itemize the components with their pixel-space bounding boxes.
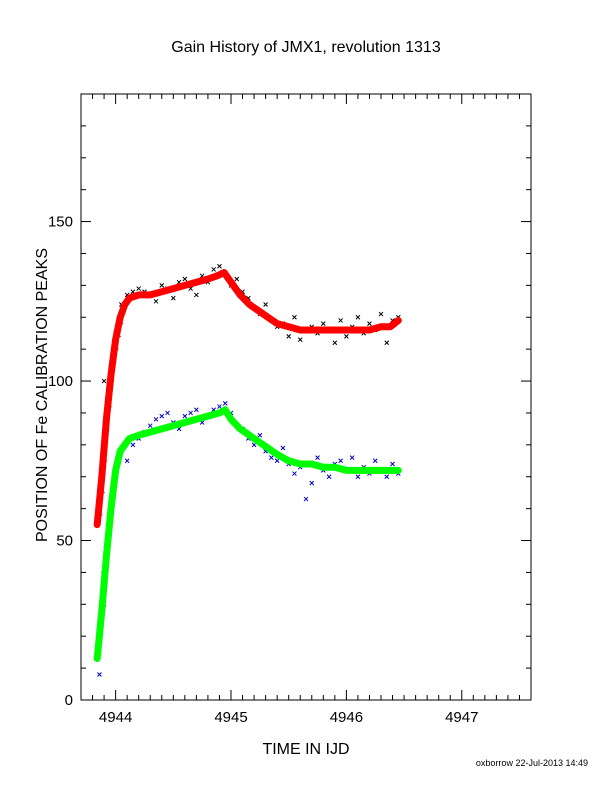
data-point	[355, 314, 361, 320]
data-point	[188, 410, 193, 416]
data-point	[384, 474, 390, 480]
data-point	[315, 455, 320, 460]
plot-frame	[80, 93, 532, 701]
data-point	[170, 295, 176, 301]
data-point	[390, 461, 395, 467]
data-point	[217, 263, 222, 269]
y-tick-label: 150	[48, 214, 73, 231]
data-point	[355, 474, 361, 480]
data-point	[182, 276, 188, 282]
data-point	[332, 340, 338, 346]
data-point	[344, 334, 349, 339]
tick-labels: 0 50 100 150 4944 4945 4946 4947	[48, 214, 478, 726]
data-point	[136, 286, 142, 291]
data-point	[194, 292, 199, 298]
data-point	[338, 318, 343, 323]
x-tick-label: 4944	[99, 709, 132, 726]
data-point	[384, 340, 390, 346]
x-tick-label: 4945	[214, 709, 247, 726]
data-point	[297, 337, 303, 342]
data-point	[194, 407, 199, 413]
data-point	[326, 474, 332, 480]
marks	[93, 263, 402, 677]
ticks	[80, 93, 532, 701]
x-axis-label: TIME IN IJD	[262, 741, 349, 758]
data-point	[269, 455, 274, 460]
x-tick-label: 4947	[445, 709, 478, 726]
series-1	[97, 401, 401, 677]
data-point	[349, 455, 355, 460]
y-axis-label: POSITION OF Fe CALIBRATION PEAKS	[34, 248, 51, 542]
data-point	[147, 423, 153, 429]
data-point	[292, 314, 297, 320]
x-tick-label: 4946	[330, 709, 363, 726]
series-0	[101, 263, 401, 384]
data-point	[292, 471, 297, 476]
series-5	[93, 406, 402, 662]
data-point	[378, 311, 384, 317]
data-point	[165, 410, 170, 416]
data-point	[101, 378, 107, 384]
data-point	[367, 321, 372, 326]
data-point	[286, 334, 292, 339]
chart-title: Gain History of JMX1, revolution 1313	[171, 39, 441, 56]
data-point	[263, 302, 268, 307]
data-point	[124, 458, 130, 464]
fit-line	[93, 406, 402, 662]
data-point	[97, 672, 102, 677]
y-tick-label: 100	[48, 373, 73, 390]
series-4	[93, 269, 402, 529]
y-tick-label: 50	[56, 533, 73, 550]
data-point	[274, 458, 280, 464]
data-point	[159, 413, 165, 419]
data-point	[234, 276, 240, 282]
footer-credit: oxborrow 22-Jul-2013 14:49	[476, 758, 588, 768]
data-point	[372, 458, 378, 464]
y-tick-label: 0	[65, 692, 73, 709]
data-point	[130, 442, 136, 448]
plot-area: 0 50 100 150 4944 4945 4946 4947	[48, 93, 532, 726]
data-point	[309, 480, 315, 486]
fit-line	[93, 269, 402, 529]
data-point	[320, 321, 326, 326]
data-point	[211, 267, 217, 272]
data-point	[222, 401, 228, 406]
data-point	[182, 413, 188, 419]
data-point	[303, 496, 309, 502]
data-point	[153, 416, 159, 422]
data-point	[257, 432, 263, 438]
data-point	[159, 283, 165, 288]
data-point	[280, 445, 286, 451]
data-point	[338, 458, 343, 464]
data-point	[217, 404, 222, 409]
data-point	[153, 298, 159, 304]
